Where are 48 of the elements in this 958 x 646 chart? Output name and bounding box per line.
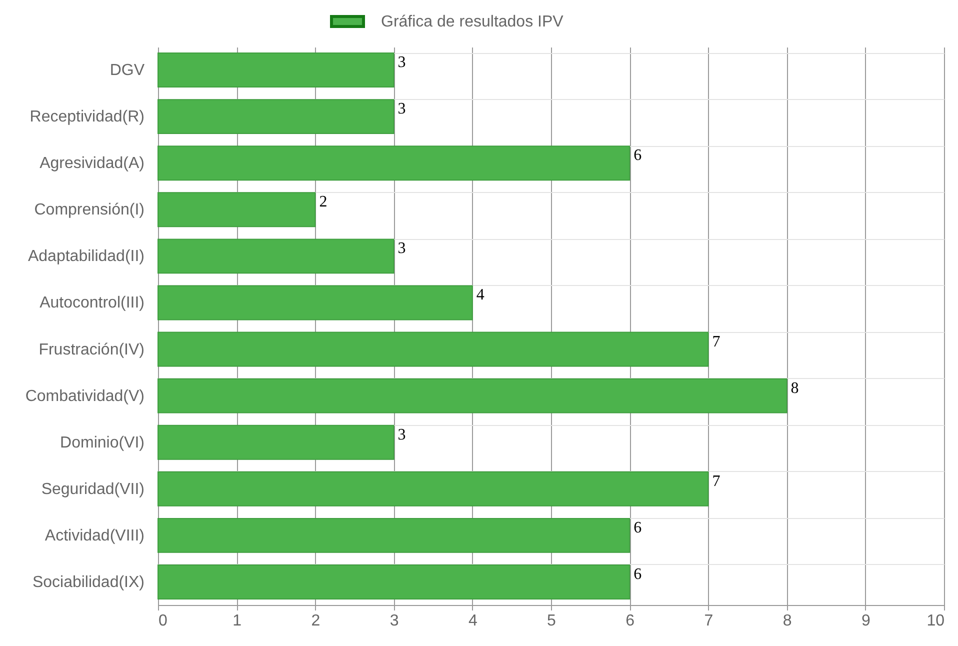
bar — [158, 564, 630, 600]
x-tick-label: 5 — [547, 612, 556, 630]
x-tick-label: 2 — [311, 612, 320, 630]
data-label: 3 — [398, 100, 406, 118]
data-label: 3 — [398, 426, 406, 444]
y-tick-label: Agresividad(A) — [40, 155, 144, 172]
bar — [158, 424, 394, 460]
bar — [158, 238, 394, 274]
x-tick-label: 10 — [926, 612, 945, 630]
x-tick-label: 6 — [626, 612, 635, 630]
y-tick-label: Adaptabilidad(II) — [28, 248, 144, 266]
x-tick-label: 8 — [782, 612, 792, 630]
x-tick-label: 4 — [468, 612, 478, 630]
data-label: 8 — [790, 380, 799, 397]
y-tick-label: Comprensión(I) — [34, 202, 144, 219]
x-tick-label: 1 — [232, 612, 242, 630]
bar — [158, 52, 394, 88]
y-tick-label: Dominio(VI) — [60, 434, 144, 452]
data-label: 2 — [319, 194, 328, 211]
data-label: 3 — [398, 240, 406, 258]
data-label: 4 — [476, 286, 484, 304]
y-tick-label: DGV — [110, 62, 145, 80]
bar — [158, 471, 709, 506]
bar — [158, 285, 473, 320]
data-label: 6 — [634, 519, 642, 536]
y-tick-label: Seguridad(VII) — [41, 480, 144, 498]
y-tick-label: Sociabilidad(IX) — [32, 574, 144, 591]
bar — [158, 332, 709, 367]
data-label: 7 — [712, 333, 720, 350]
x-tick-label: 3 — [390, 612, 399, 630]
x-tick-label: 9 — [861, 612, 870, 630]
y-tick-label: Receptividad(R) — [30, 108, 144, 126]
bar — [158, 146, 630, 181]
bar — [158, 192, 316, 228]
legend-label: Gráfica de resultados IPV — [381, 14, 564, 30]
y-tick-label: Combatividad(V) — [25, 388, 144, 405]
x-tick-label: 0 — [158, 612, 168, 630]
y-tick-label: Frustración(IV) — [38, 341, 144, 358]
bar — [158, 378, 788, 414]
bar — [158, 518, 630, 553]
data-label: 3 — [398, 54, 406, 72]
y-tick-label: Actividad(VIII) — [44, 527, 144, 544]
bar — [158, 99, 394, 134]
data-label: 6 — [634, 147, 642, 164]
data-label: 7 — [712, 472, 720, 490]
data-label: 6 — [634, 566, 642, 583]
x-tick-label: 7 — [704, 612, 714, 630]
y-tick-label: Autocontrol(III) — [40, 294, 144, 312]
